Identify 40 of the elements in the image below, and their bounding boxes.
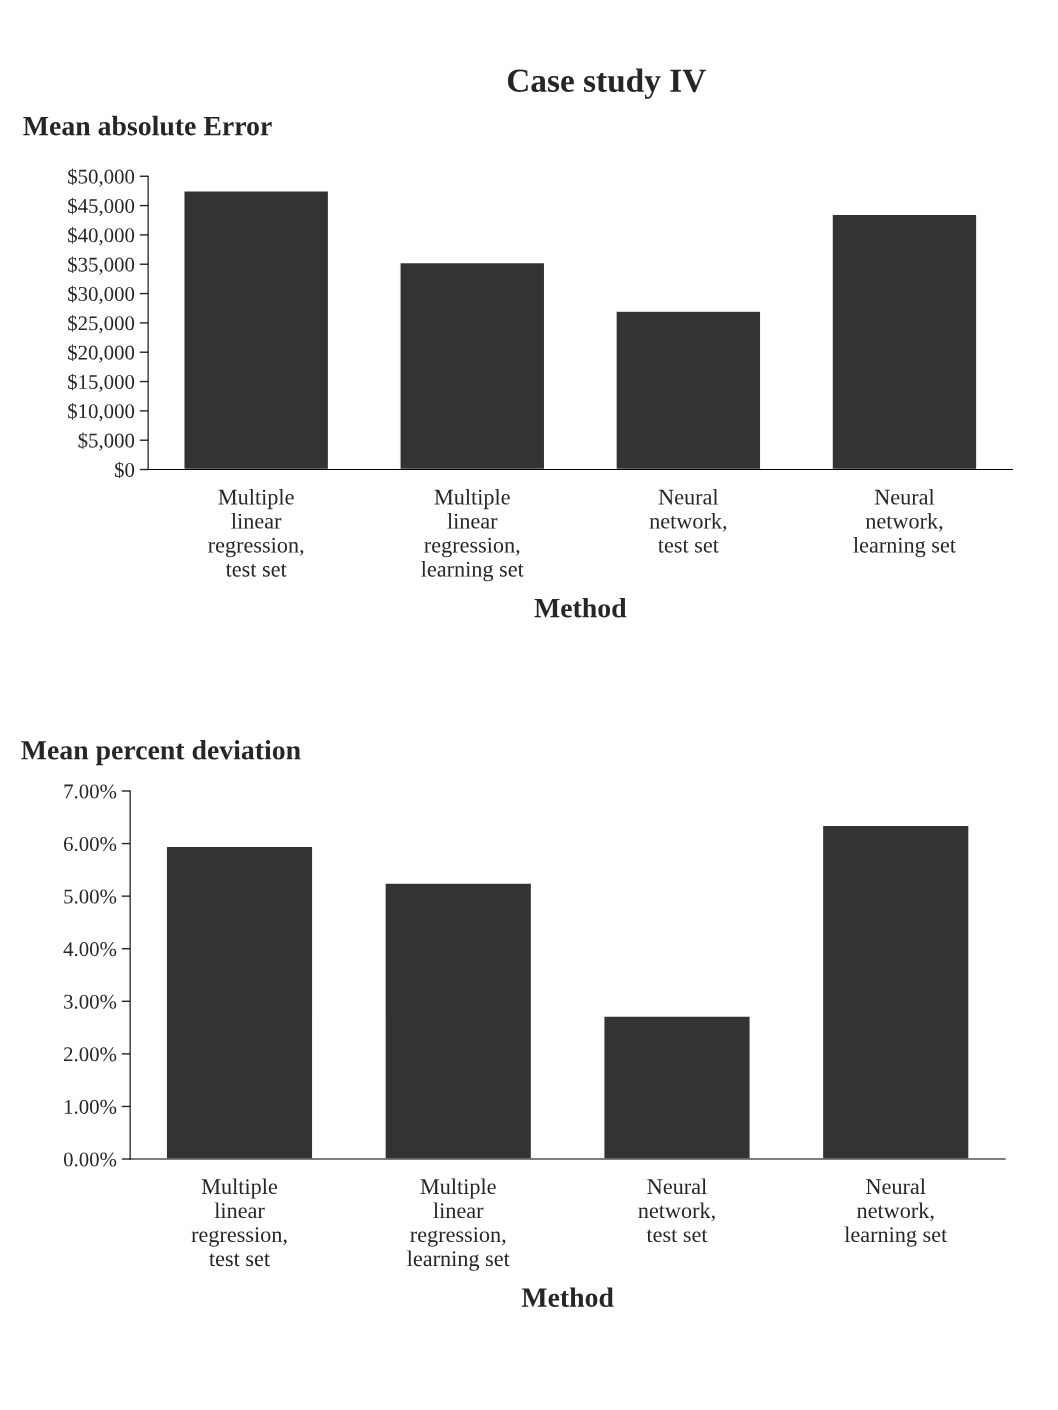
y-tick-label: $30,000 bbox=[68, 285, 135, 304]
y-tick-label: $45,000 bbox=[68, 197, 135, 217]
bar bbox=[165, 845, 314, 1160]
y-tick-label: $50,000 bbox=[68, 168, 135, 187]
y-tick-label: $0 bbox=[114, 461, 135, 479]
y-tick-label: $25,000 bbox=[68, 315, 135, 334]
y-tick-label: 2.00% bbox=[64, 1047, 117, 1062]
x-tick-label: Multiple linear regression, test set bbox=[208, 488, 304, 577]
y-axis-title: Mean percent deviation bbox=[21, 740, 301, 766]
x-tick-label: Neural network, learning set bbox=[853, 488, 956, 558]
y-tick-label: $35,000 bbox=[68, 256, 135, 275]
y-tick-label: 3.00% bbox=[64, 994, 117, 1009]
bar bbox=[399, 261, 546, 470]
y-tick-label: 5.00% bbox=[64, 889, 117, 904]
x-axis-title: Method bbox=[534, 597, 627, 618]
y-tick-label: $5,000 bbox=[78, 432, 135, 451]
x-tick-label: Multiple linear regression, learning set bbox=[421, 488, 524, 582]
y-tick-label: $20,000 bbox=[68, 344, 135, 363]
x-axis-title: Method bbox=[521, 1287, 614, 1307]
x-tick-label: Neural network, learning set bbox=[844, 1178, 948, 1247]
y-tick-label: $40,000 bbox=[68, 227, 135, 246]
x-tick-label: Multiple linear regression, learning set bbox=[407, 1178, 510, 1271]
x-tick-label: Neural network, test set bbox=[649, 488, 727, 553]
y-tick-label: 7.00% bbox=[64, 784, 117, 799]
y-tick-label: 6.00% bbox=[64, 836, 117, 852]
x-tick-label: Neural network, test set bbox=[638, 1178, 715, 1243]
y-tick-label: 4.00% bbox=[63, 942, 117, 957]
bar bbox=[603, 1015, 751, 1160]
y-tick-label: $15,000 bbox=[68, 373, 135, 392]
y-axis-title: Mean absolute Error bbox=[23, 115, 272, 136]
y-tick-label: 1.00% bbox=[64, 1099, 117, 1114]
y-tick-label: 0.00% bbox=[63, 1152, 117, 1167]
x-tick-label: Multiple linear regression, test set bbox=[191, 1178, 287, 1267]
bar bbox=[384, 882, 533, 1160]
bar bbox=[615, 310, 762, 470]
y-tick-label: $10,000 bbox=[68, 403, 135, 422]
bar bbox=[831, 213, 978, 470]
chart-title: Case study IV bbox=[507, 68, 706, 99]
bar bbox=[183, 190, 330, 470]
bar bbox=[821, 824, 970, 1160]
